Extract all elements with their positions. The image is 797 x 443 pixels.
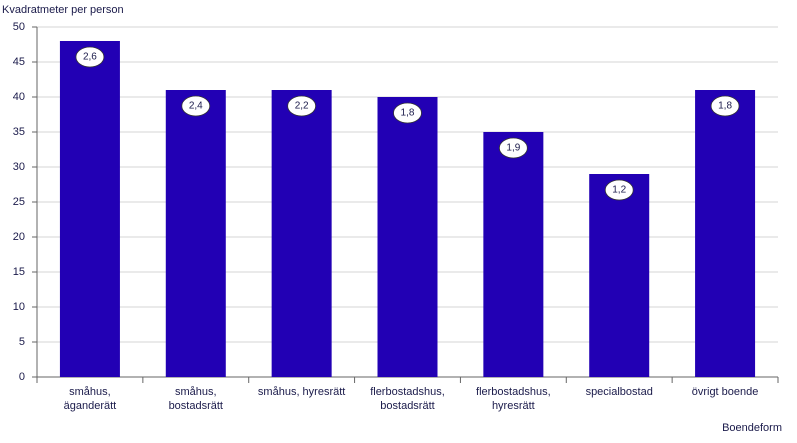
y-tick-label: 10 (13, 301, 25, 313)
annotation: 1,8 (401, 108, 415, 119)
y-tick-label: 15 (13, 266, 25, 278)
annotation-bubble (75, 46, 105, 68)
x-tick-label: småhus, bostadsrätt (168, 386, 223, 412)
y-tick-label: 25 (13, 196, 25, 208)
bar (59, 41, 120, 377)
bar (589, 174, 650, 377)
bar (483, 132, 544, 377)
x-tick-label: småhus, äganderätt (63, 386, 117, 412)
annotation: 1,2 (612, 185, 626, 196)
annotation-bubble (710, 95, 740, 117)
y-tick-label: 50 (13, 21, 25, 33)
annotation-bubble (604, 179, 634, 201)
y-tick-label: 30 (13, 161, 25, 173)
annotation: 2,4 (189, 101, 203, 112)
y-tick-label: 20 (13, 231, 25, 243)
annotation: 2,6 (83, 52, 97, 63)
bar (695, 90, 756, 377)
y-tick-label: 40 (13, 91, 25, 103)
annotation-bubble (287, 95, 317, 117)
annotation: 1,9 (506, 143, 520, 154)
x-tick-label: flerbostadshus, bostadsrätt (370, 386, 445, 412)
y-tick-label: 0 (19, 371, 25, 383)
x-tick-label: specialbostad (585, 386, 653, 398)
y-tick-label: 5 (19, 336, 25, 348)
annotation-bubble (498, 137, 528, 159)
annotation-bubble (181, 95, 211, 117)
x-tick-label: småhus, hyresrätt (257, 386, 346, 398)
x-tick-label: flerbostadshus, hyresrätt (476, 386, 551, 412)
annotation-bubble (393, 102, 422, 124)
y-tick-label: 45 (13, 56, 25, 68)
x-axis-title: Boendeform (722, 422, 782, 434)
x-tick-label: övrigt boende (691, 386, 759, 398)
y-tick-label: 35 (13, 126, 25, 138)
annotation: 2,2 (295, 101, 309, 112)
annotation: 1,8 (718, 101, 732, 112)
bar (165, 90, 226, 377)
bar (271, 90, 332, 377)
y-axis-title: Kvadratmeter per person (2, 4, 124, 16)
bar (377, 97, 438, 377)
